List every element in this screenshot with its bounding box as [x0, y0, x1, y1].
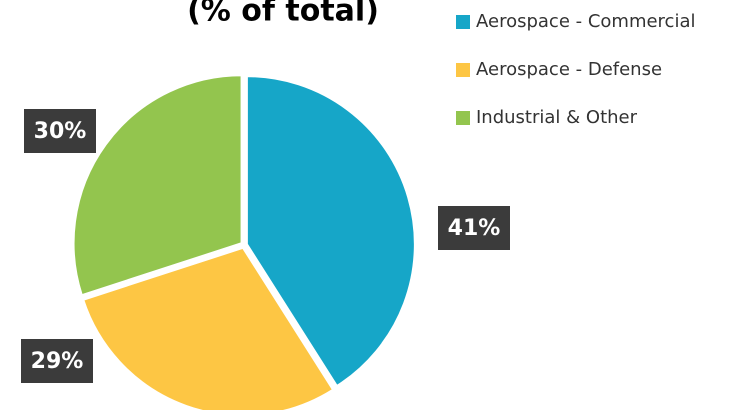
data-label: 41% — [448, 216, 501, 241]
legend-label: Aerospace - Commercial — [476, 11, 696, 32]
chart-title: (% of total) — [187, 0, 379, 29]
legend-label: Industrial & Other — [476, 107, 638, 128]
data-label-box — [438, 206, 510, 250]
legend-swatch — [456, 15, 470, 29]
pie-slice — [245, 75, 416, 388]
legend-label: Aerospace - Defense — [476, 59, 662, 80]
data-label-box — [24, 109, 96, 153]
data-label: 30% — [34, 119, 87, 144]
pie-slice — [72, 74, 243, 297]
data-label-box — [21, 339, 93, 383]
legend-swatch — [456, 111, 470, 125]
data-label: 29% — [31, 349, 84, 374]
legend-swatch — [456, 63, 470, 77]
pie-slice — [81, 246, 335, 410]
